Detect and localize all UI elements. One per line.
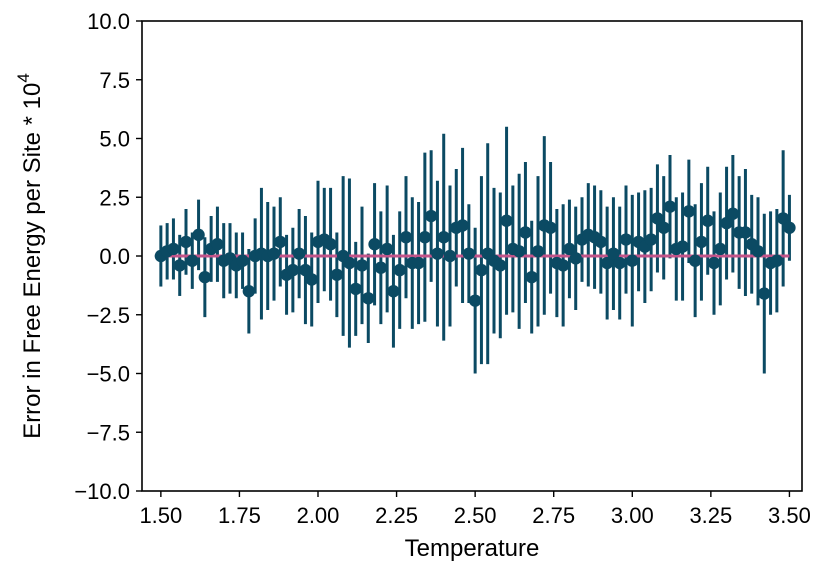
y-axis-title: Error in Free Energy per Site * 104 [14, 73, 46, 439]
data-point [393, 263, 406, 277]
data-point [619, 233, 633, 246]
data-point [179, 235, 193, 249]
data-point [720, 216, 733, 230]
x-tick-label: 2.75 [532, 503, 575, 528]
data-point [613, 256, 626, 270]
data-point [424, 209, 438, 223]
data-point [349, 282, 362, 296]
data-point [456, 219, 469, 232]
data-point [701, 214, 714, 227]
data-point [739, 226, 752, 239]
y-tick-label: −2.5 [87, 303, 130, 328]
data-point [198, 270, 212, 284]
data-point [663, 200, 677, 213]
data-point [676, 240, 689, 253]
data-point [292, 247, 306, 260]
y-tick-label: 2.5 [99, 185, 130, 210]
x-tick-label: 3.25 [689, 503, 732, 528]
x-tick-label: 1.50 [139, 503, 182, 528]
x-tick-label: 2.00 [297, 503, 340, 528]
y-tick-label: 10.0 [87, 9, 130, 34]
data-point [714, 242, 727, 256]
data-point [770, 254, 784, 267]
data-point [305, 273, 318, 286]
data-point [682, 205, 696, 218]
data-point [192, 228, 205, 242]
data-point [569, 252, 582, 265]
x-axis-title: Temperature [405, 535, 540, 562]
data-point [500, 214, 513, 227]
data-point [468, 294, 482, 307]
data-point [186, 254, 199, 267]
data-point [519, 226, 532, 239]
data-point [330, 268, 344, 281]
data-point [242, 285, 256, 298]
data-point [324, 238, 337, 251]
data-point [173, 259, 186, 272]
data-point [299, 263, 312, 277]
data-point [494, 259, 507, 272]
data-point [600, 256, 614, 270]
data-point [525, 270, 538, 284]
data-point [274, 235, 287, 249]
data-point [707, 256, 721, 270]
data-point [286, 263, 300, 277]
data-point [607, 247, 620, 260]
x-axis-ticks: 1.50 1.75 2.00 2.25 2.50 2.75 3.00 3.25 3.50 [139, 491, 811, 528]
data-point [512, 245, 526, 258]
data-point [475, 263, 488, 277]
data-point [651, 212, 664, 225]
y-tick-label: −7.5 [87, 420, 130, 445]
data-point [751, 245, 765, 258]
data-point [695, 235, 708, 249]
data-point [594, 235, 608, 249]
data-point [211, 238, 224, 251]
data-points [154, 200, 796, 307]
data-point [462, 247, 476, 260]
data-point [374, 261, 388, 274]
data-point [387, 285, 400, 298]
data-point [563, 242, 576, 256]
data-point [626, 254, 639, 267]
data-point [556, 259, 570, 272]
data-point [167, 242, 180, 256]
y-tick-label: −5.0 [87, 362, 130, 387]
x-tick-label: 3.00 [611, 503, 654, 528]
data-point [657, 221, 670, 234]
y-tick-label: 7.5 [99, 68, 130, 93]
y-axis-ticks: 10.0 7.5 5.0 2.5 0.0 −2.5 −5.0 −7.5 −10.0 [74, 9, 142, 504]
data-point [380, 242, 394, 256]
data-point [783, 221, 796, 234]
y-tick-label: 5.0 [99, 127, 130, 152]
x-tick-label: 1.75 [218, 503, 261, 528]
data-point [355, 259, 369, 272]
data-point [418, 231, 432, 244]
data-point [412, 256, 425, 270]
data-point [443, 249, 457, 263]
x-tick-label: 2.50 [454, 503, 497, 528]
data-point [688, 254, 702, 267]
x-tick-label: 3.50 [768, 503, 811, 528]
data-point [758, 287, 771, 300]
y-axis-title-exponent: 4 [14, 73, 33, 82]
data-point [343, 256, 356, 270]
data-point [437, 231, 450, 244]
data-point [544, 221, 557, 234]
data-point [236, 254, 249, 267]
data-point [399, 231, 413, 244]
x-tick-label: 2.25 [375, 503, 418, 528]
y-axis-title-main: Error in Free Energy per Site * 10 [19, 83, 46, 439]
data-point [431, 247, 444, 260]
y-tick-label: 0.0 [99, 244, 130, 269]
data-point [362, 292, 375, 305]
data-point [531, 245, 545, 258]
data-point [267, 247, 281, 260]
data-point [368, 238, 381, 251]
data-point [644, 233, 658, 246]
data-point [776, 212, 790, 225]
y-tick-label: −10.0 [74, 479, 130, 504]
data-point [726, 207, 740, 220]
